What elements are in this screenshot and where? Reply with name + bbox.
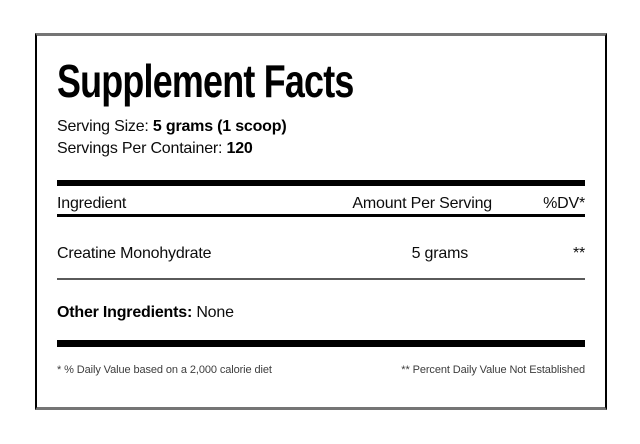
other-ingredients-line: Other Ingredients: None: [57, 302, 585, 323]
ingredient-dv: **: [572, 245, 585, 262]
serving-size-value: 5 grams (1 scoop): [152, 118, 287, 135]
header-amount-per-serving: Amount Per Serving: [352, 195, 492, 212]
thin-row-divider: [57, 278, 585, 280]
header-underline: [57, 214, 585, 217]
other-ingredients-value: None: [196, 304, 234, 321]
table-header-row: Ingredient Amount Per Serving %DV*: [57, 193, 585, 214]
panel-title: Supplement Facts: [57, 55, 354, 107]
ingredient-name: Creatine Monohydrate: [57, 245, 212, 262]
footnotes: * % Daily Value based on a 2,000 calorie…: [57, 363, 585, 377]
servings-per-container-value: 120: [226, 140, 253, 157]
table-row: Creatine Monohydrate 5 grams **: [57, 243, 585, 264]
serving-size-line: Serving Size: 5 grams (1 scoop): [57, 116, 585, 138]
servings-per-container-line: Servings Per Container: 120: [57, 138, 585, 160]
ingredient-amount: 5 grams: [411, 245, 469, 262]
footnote-not-established: ** Percent Daily Value Not Established: [401, 364, 585, 376]
supplement-facts-panel: Supplement Facts Serving Size: 5 grams (…: [35, 33, 607, 410]
thick-divider-bottom: [57, 340, 585, 347]
footnote-daily-value: * % Daily Value based on a 2,000 calorie…: [57, 364, 272, 376]
thick-divider-top: [57, 180, 585, 186]
other-ingredients-label: Other Ingredients:: [57, 304, 197, 321]
servings-per-container-label: Servings Per Container:: [57, 140, 227, 157]
header-percent-dv: %DV*: [543, 195, 585, 212]
header-ingredient: Ingredient: [57, 195, 127, 212]
serving-size-label: Serving Size:: [57, 118, 153, 135]
serving-info: Serving Size: 5 grams (1 scoop) Servings…: [57, 116, 585, 160]
